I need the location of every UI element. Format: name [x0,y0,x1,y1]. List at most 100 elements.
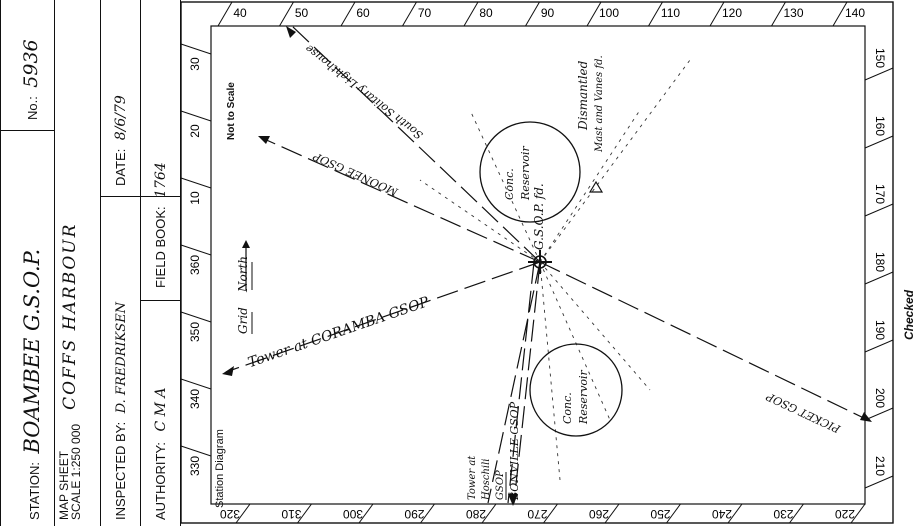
top-tick-line [279,1,294,27]
left-tick-label: 340 [188,389,202,409]
ray-hoschili [487,261,541,504]
left-tick-line [180,110,212,122]
bottom-tick-label: 230 [773,507,793,521]
bottom-tick-label: 280 [466,507,486,521]
left-tick-line [180,43,212,55]
right-tick-line [864,67,894,81]
top-tick-line [709,1,725,27]
top-tick-label: 60 [356,6,370,20]
right-tick-line [864,271,894,285]
label-reservoir-lower: Conc. Reservoir [561,370,590,424]
form-divider-3 [140,0,141,526]
label-hoschili: Tower at Hoschili GSOP [467,455,506,500]
dotted-line-3 [539,109,641,263]
right-tick-label: 210 [873,456,887,476]
top-tick-line [217,1,233,27]
dotted-line-7 [539,261,561,481]
left-tick-label: 30 [188,57,202,71]
label-gsop-fd: G.S.O.P. fd. [532,183,546,250]
bottom-tick-label: 300 [343,507,363,521]
top-tick-label: 50 [295,6,309,20]
grid-label: Grid [236,307,250,334]
authority-separator [140,300,180,301]
top-tick-label: 100 [599,6,619,20]
reference-dotted-lines [419,59,691,481]
bottom-tick-label: 260 [589,507,609,521]
dotted-line-4 [539,59,691,263]
top-tick-label: 90 [541,6,555,20]
left-tick-label: 350 [188,322,202,342]
arrowhead-moonee [258,136,270,144]
right-tick-label: 180 [873,252,887,272]
date-separator [100,196,180,197]
bottom-tick-label: 220 [835,507,855,521]
bottom-tick-line [420,503,435,524]
top-tick-label: 40 [233,6,247,20]
bottom-tick-label: 250 [650,507,670,521]
top-tick-line [402,1,417,27]
top-tick-label: 120 [722,6,742,20]
reservoir-lower-circle [529,343,623,437]
trig-triangle-icon [588,180,604,193]
left-tick-line [180,445,212,457]
label-reservoir-upper: Conc. Reservoir [503,146,532,200]
bottom-tick-line [235,503,251,524]
left-tick-line [180,378,212,390]
bearing-scale-labels: 40 50 60 70 80 90 100 110 120 130 140 320 310 300 290 2… [188,6,887,521]
ray-picket [539,261,869,421]
top-tick-label: 130 [783,6,803,20]
right-tick-line [864,203,894,217]
diagram-outer-frame [180,1,894,524]
bottom-tick-line [358,503,374,524]
station-diagram-title: Station Diagram [214,429,226,508]
ray-bonville [513,261,541,504]
bottom-tick-line [789,503,804,524]
left-tick-label: 360 [188,255,202,275]
bottom-tick-line [604,503,620,524]
no-separator [0,130,54,131]
top-tick-label: 80 [479,6,493,20]
grid-north-arrow-icon [242,240,250,248]
dotted-line-5 [539,261,651,391]
bottom-tick-line [481,503,497,524]
right-tick-line [864,339,894,353]
bottom-tick-line [543,503,558,524]
top-tick-line [832,1,848,27]
top-tick-label: 110 [661,6,680,20]
label-mast-vanes: Mast and Vanes fd. [594,55,605,152]
dotted-line-6 [539,261,611,421]
right-tick-label: 150 [873,48,887,68]
form-divider-2 [100,0,101,526]
bottom-tick-line [297,503,312,524]
top-tick-line [586,1,602,27]
top-tick-label: 140 [845,6,865,20]
right-tick-label: 170 [873,184,887,204]
arrowhead-picket [860,412,872,422]
ray-bonville-parallel [507,261,535,504]
top-tick-line [525,1,540,27]
left-tick-label: 330 [188,456,202,476]
reservoir-upper-circle [479,121,581,223]
right-tick-line [864,135,894,149]
bottom-tick-label: 290 [404,507,424,521]
bottom-tick-label: 240 [712,507,732,521]
right-tick-label: 200 [873,388,887,408]
form-left-border [0,0,1,526]
right-tick-label: 190 [873,320,887,340]
bottom-tick-line [666,503,681,524]
dotted-line-1 [419,179,541,263]
bearing-scale-ticks [180,1,894,524]
left-tick-line [180,244,212,256]
ray-corramba [225,261,541,373]
left-tick-line [180,177,212,189]
north-label: North [236,255,250,292]
not-to-scale-label: Not to Scale [226,82,237,140]
label-bonville: BONVILLE GSOP [508,401,521,500]
right-tick-line [864,407,894,421]
label-dismantled: Dismantled [576,60,590,130]
diagram-inner-frame [210,25,866,505]
bottom-tick-label: 270 [527,507,547,521]
arrowhead-corramba [222,366,234,376]
